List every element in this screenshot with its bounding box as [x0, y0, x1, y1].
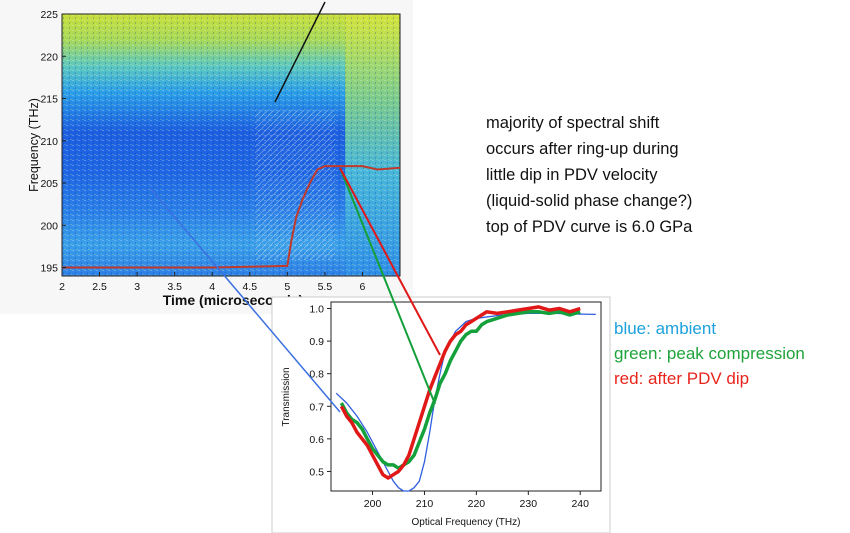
connector-red	[339, 167, 441, 356]
x-tick-label: 200	[364, 498, 382, 510]
transmission-x-ticks: 200 210 220 230 240	[364, 491, 589, 510]
x-tick-label: 3.5	[167, 281, 182, 293]
connector-lines	[149, 167, 441, 413]
y-tick-label: 225	[40, 9, 58, 21]
x-tick-label: 230	[520, 498, 538, 510]
note-line: top of PDV curve is 6.0 GPa	[486, 218, 693, 236]
spectrogram-speckle	[62, 14, 400, 276]
y-tick-label: 210	[40, 136, 58, 148]
legend: blue: ambient green: peak compression re…	[614, 316, 805, 391]
curve-peak-compression-green	[339, 310, 581, 470]
spectrogram-fringes	[255, 110, 335, 260]
pdv-velocity-trace	[62, 165, 401, 269]
y-tick-label: 1.0	[309, 304, 324, 316]
transmission-y-axis-label: Transmission	[281, 367, 292, 426]
y-tick-label: 0.8	[309, 369, 324, 381]
x-tick-label: 4	[209, 281, 215, 293]
y-tick-label: 205	[40, 178, 58, 190]
legend-entry-red: red: after PDV dip	[614, 369, 750, 388]
y-tick-label: 220	[40, 51, 58, 63]
transmission-background	[271, 296, 611, 533]
x-tick-label: 220	[468, 498, 486, 510]
annotation-slope-line	[274, 1, 326, 103]
y-tick-label: 200	[40, 220, 58, 232]
transmission-x-axis-label: Optical Frequency (THz)	[412, 517, 521, 528]
x-tick-label: 4.5	[242, 281, 257, 293]
spectrogram-x-axis-label: Time (microseconds)	[163, 292, 304, 308]
y-tick-label: 0.9	[309, 336, 324, 348]
note-line: majority of spectral shift	[486, 114, 660, 132]
x-tick-label: 5.5	[318, 281, 333, 293]
connector-blue	[149, 187, 341, 413]
y-tick-label: 0.7	[309, 401, 324, 413]
spectrogram-y-axis-label: Frequency (THz)	[27, 98, 41, 192]
legend-entry-green: green: peak compression	[614, 344, 805, 363]
x-tick-label: 5	[284, 281, 290, 293]
y-tick-label: 0.6	[309, 434, 324, 446]
transmission-plot-area	[330, 301, 602, 492]
transmission-panel: 0.5 0.6 0.7 0.8 0.9 1.0 200 210 220 230 240 Trans…	[271, 296, 611, 533]
note-line: (liquid-solid phase change?)	[486, 192, 693, 210]
x-tick-label: 240	[571, 498, 589, 510]
annotation-note: majority of spectral shift occurs after …	[486, 110, 692, 240]
y-tick-label: 215	[40, 94, 58, 106]
legend-entry-blue: blue: ambient	[614, 319, 717, 338]
spectrogram-x-ticks: 2 2.5 3 3.5 4 4.5 5 5.5 6	[59, 272, 366, 293]
note-line: little dip in PDV velocity	[486, 166, 658, 184]
spectrogram-frame	[61, 13, 401, 277]
x-tick-label: 210	[416, 498, 434, 510]
y-tick-label: 195	[40, 263, 58, 275]
x-tick-label: 6	[360, 281, 366, 293]
transmission-y-ticks: 0.5 0.6 0.7 0.8 0.9 1.0	[309, 304, 331, 478]
x-tick-label: 2	[59, 281, 65, 293]
x-tick-label: 2.5	[92, 281, 107, 293]
note-line: occurs after ring-up during	[486, 140, 679, 158]
curve-after-pdv-dip-red	[339, 305, 581, 480]
x-tick-label: 3	[134, 281, 140, 293]
y-tick-label: 0.5	[309, 466, 324, 478]
connector-green	[339, 167, 436, 405]
spectrogram-y-ticks: 195 200 205 210 215 220 225	[40, 9, 66, 275]
